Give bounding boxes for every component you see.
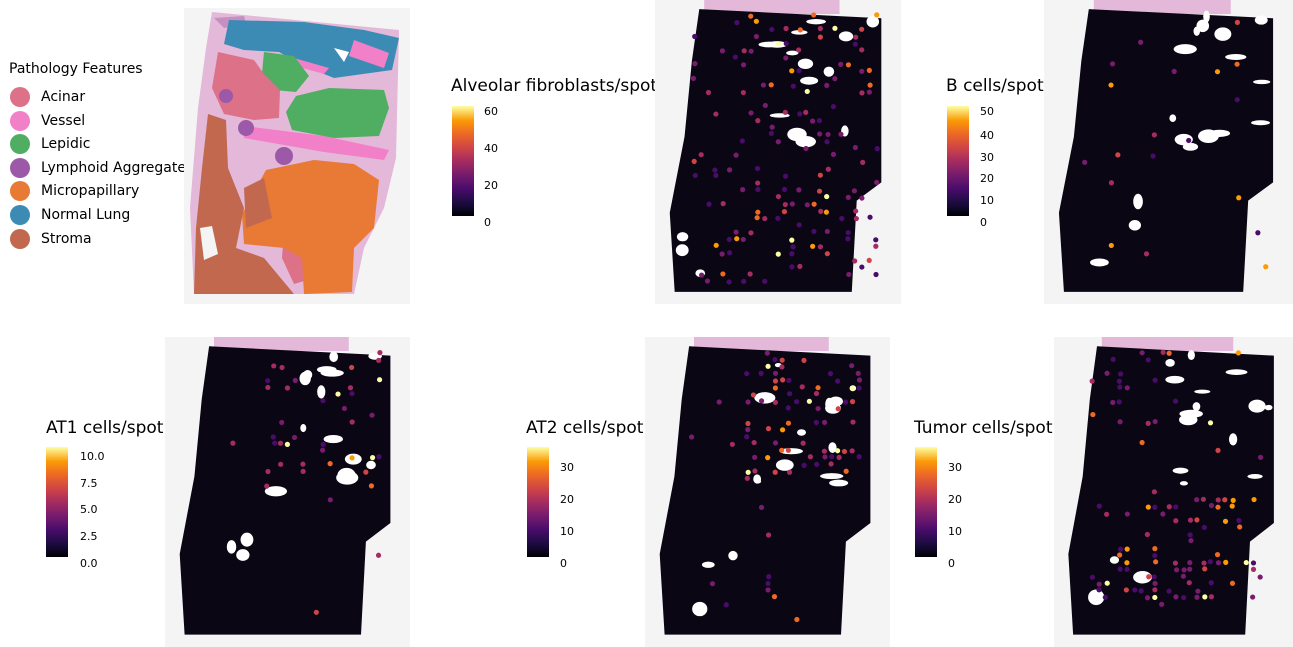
colorbar-gradient: [915, 447, 937, 557]
legend-label: Micropapillary: [41, 183, 140, 199]
spatial-map-alveolar-fibroblasts: [655, 0, 901, 304]
legend-label: Lymphoid Aggregate: [41, 160, 186, 176]
legend-item-vessel: Vessel: [10, 111, 85, 131]
legend-label: Normal Lung: [41, 207, 131, 223]
legend-swatch: [10, 181, 30, 201]
pathology-annotation-image: [184, 8, 410, 304]
colorbar-tick-label: 30: [980, 151, 994, 164]
legend-title: Pathology Features: [9, 61, 143, 77]
colorbar-tick-label: 40: [484, 142, 498, 155]
colorbar-tick-label: 0.0: [80, 557, 98, 570]
colorbar-tick-label: 40: [980, 129, 994, 142]
legend-item-lymphoid-aggregate: Lymphoid Aggregate: [10, 158, 186, 178]
legend-label: Stroma: [41, 231, 92, 247]
legend-label: Vessel: [41, 113, 86, 129]
colorbar-tick-label: 30: [560, 461, 574, 474]
colorbar-tick-label: 0: [560, 557, 567, 570]
spot-map: [179, 337, 391, 635]
colorbar-tick-label: 0: [980, 216, 987, 229]
colorbar-gradient: [46, 447, 68, 557]
legend-item-normal-lung: Normal Lung: [10, 205, 130, 225]
spatial-map-at1-cells: [165, 337, 410, 647]
colorbar-tick-label: 10.0: [80, 450, 105, 463]
colorbar-tick-label: 50: [980, 105, 994, 118]
spatial-map-b-cells: [1044, 0, 1293, 304]
legend-swatch: [10, 205, 30, 225]
spatial-map-at2-cells: [645, 337, 890, 647]
colorbar-tick-label: 10: [948, 525, 962, 538]
colorbar-tick-label: 20: [980, 172, 994, 185]
colorbar-tick-label: 2.5: [80, 530, 98, 543]
colorbar-tick-label: 7.5: [80, 477, 98, 490]
legend-label: Acinar: [41, 89, 86, 105]
spot-map: [1058, 0, 1274, 292]
colorbar-title: Alveolar fibroblasts/spot: [451, 76, 658, 96]
legend-label: Lepidic: [41, 136, 91, 152]
colorbar-tick-label: 5.0: [80, 503, 98, 516]
colorbar-title: B cells/spot: [946, 76, 1044, 96]
colorbar-title: Tumor cells/spot: [914, 418, 1053, 438]
legend-swatch: [10, 229, 30, 249]
legend-item-lepidic: Lepidic: [10, 134, 90, 154]
colorbar-tick-label: 10: [980, 194, 994, 207]
legend-item-micropapillary: Micropapillary: [10, 181, 139, 201]
colorbar-gradient: [947, 106, 969, 216]
legend-item-acinar: Acinar: [10, 87, 85, 107]
colorbar-tick-label: 0: [948, 557, 955, 570]
colorbar-title: AT2 cells/spot: [526, 418, 644, 438]
colorbar-tick-label: 10: [560, 525, 574, 538]
legend-swatch: [10, 158, 30, 178]
spot-map: [1068, 337, 1274, 635]
colorbar-tick-label: 60: [484, 105, 498, 118]
colorbar-gradient: [527, 447, 549, 557]
colorbar-tick-label: 30: [948, 461, 962, 474]
colorbar-tick-label: 20: [560, 493, 574, 506]
spatial-map-tumor-cells: [1054, 337, 1293, 647]
colorbar-title: AT1 cells/spot: [46, 418, 164, 438]
legend-swatch: [10, 87, 30, 107]
spot-map: [659, 337, 871, 635]
colorbar-tick-label: 0: [484, 216, 491, 229]
legend-item-stroma: Stroma: [10, 229, 92, 249]
legend-swatch: [10, 134, 30, 154]
colorbar-tick-label: 20: [484, 179, 498, 192]
colorbar-gradient: [452, 106, 474, 216]
spot-map: [669, 0, 882, 292]
legend-swatch: [10, 111, 30, 131]
colorbar-tick-label: 20: [948, 493, 962, 506]
